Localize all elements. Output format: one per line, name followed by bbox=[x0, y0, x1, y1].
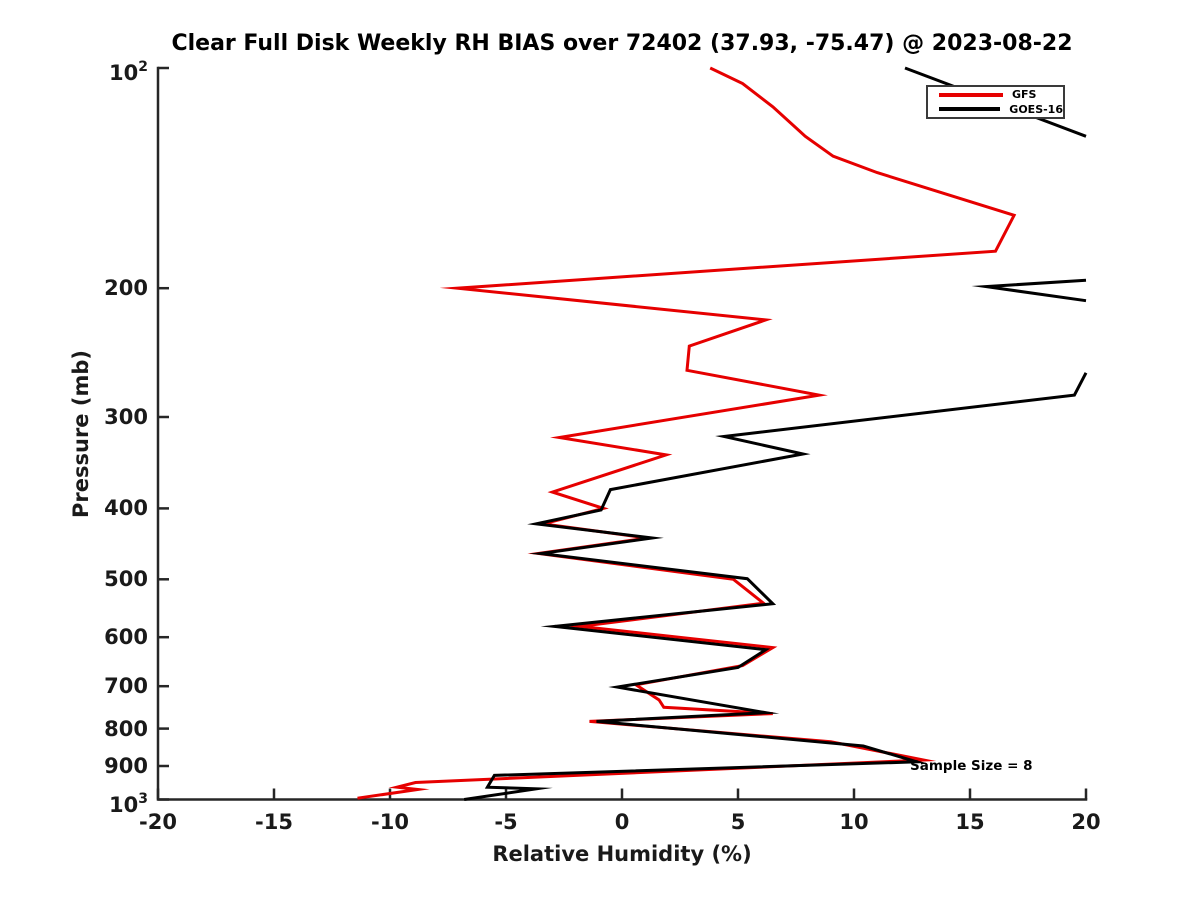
axis-spines bbox=[156, 66, 1088, 801]
x-tick-label--5: -5 bbox=[494, 810, 518, 834]
gfs-line bbox=[357, 66, 1017, 800]
y-tick-label-102: 102 bbox=[109, 59, 148, 85]
goes-16-legend-label: GOES-16 bbox=[1009, 102, 1063, 116]
goes-16-line bbox=[463, 372, 1088, 801]
y-tick-label-103: 103 bbox=[109, 791, 148, 817]
x-tick-label--15: -15 bbox=[255, 810, 293, 834]
legend-entry-goes-16: GOES-16 bbox=[939, 103, 1063, 116]
gfs-line-swatch bbox=[939, 92, 1003, 97]
x-tick-label-10: 10 bbox=[839, 810, 869, 834]
x-tick-label-20: 20 bbox=[1071, 810, 1101, 834]
y-tick-label-700: 700 bbox=[104, 674, 148, 698]
y-tick-label-200: 200 bbox=[104, 276, 148, 300]
x-tick-label--10: -10 bbox=[371, 810, 409, 834]
x-tick-label--20: -20 bbox=[139, 810, 177, 834]
x-tick-label-15: 15 bbox=[955, 810, 985, 834]
x-tick-label-5: 5 bbox=[730, 810, 746, 834]
chart-title: Clear Full Disk Weekly RH BIAS over 7240… bbox=[171, 31, 1073, 56]
y-tick-label-300: 300 bbox=[104, 405, 148, 429]
y-tick-label-800: 800 bbox=[104, 717, 148, 741]
legend: GFS GOES-16 bbox=[926, 85, 1065, 119]
y-tick-label-900: 900 bbox=[104, 754, 148, 778]
goes-16-line bbox=[971, 278, 1087, 303]
x-tick-label-0: 0 bbox=[614, 810, 630, 834]
x-axis-label: Relative Humidity (%) bbox=[492, 842, 752, 866]
y-tick-label-500: 500 bbox=[104, 567, 148, 591]
y-tick-label-600: 600 bbox=[104, 625, 148, 649]
sample-size-annotation: Sample Size = 8 bbox=[910, 758, 1033, 774]
legend-entry-gfs: GFS bbox=[939, 88, 1063, 101]
y-axis-label: Pressure (mb) bbox=[69, 350, 93, 518]
goes-16-line-swatch bbox=[939, 107, 1001, 112]
gfs-legend-label: GFS bbox=[1012, 88, 1037, 102]
y-tick-label-400: 400 bbox=[104, 496, 148, 520]
